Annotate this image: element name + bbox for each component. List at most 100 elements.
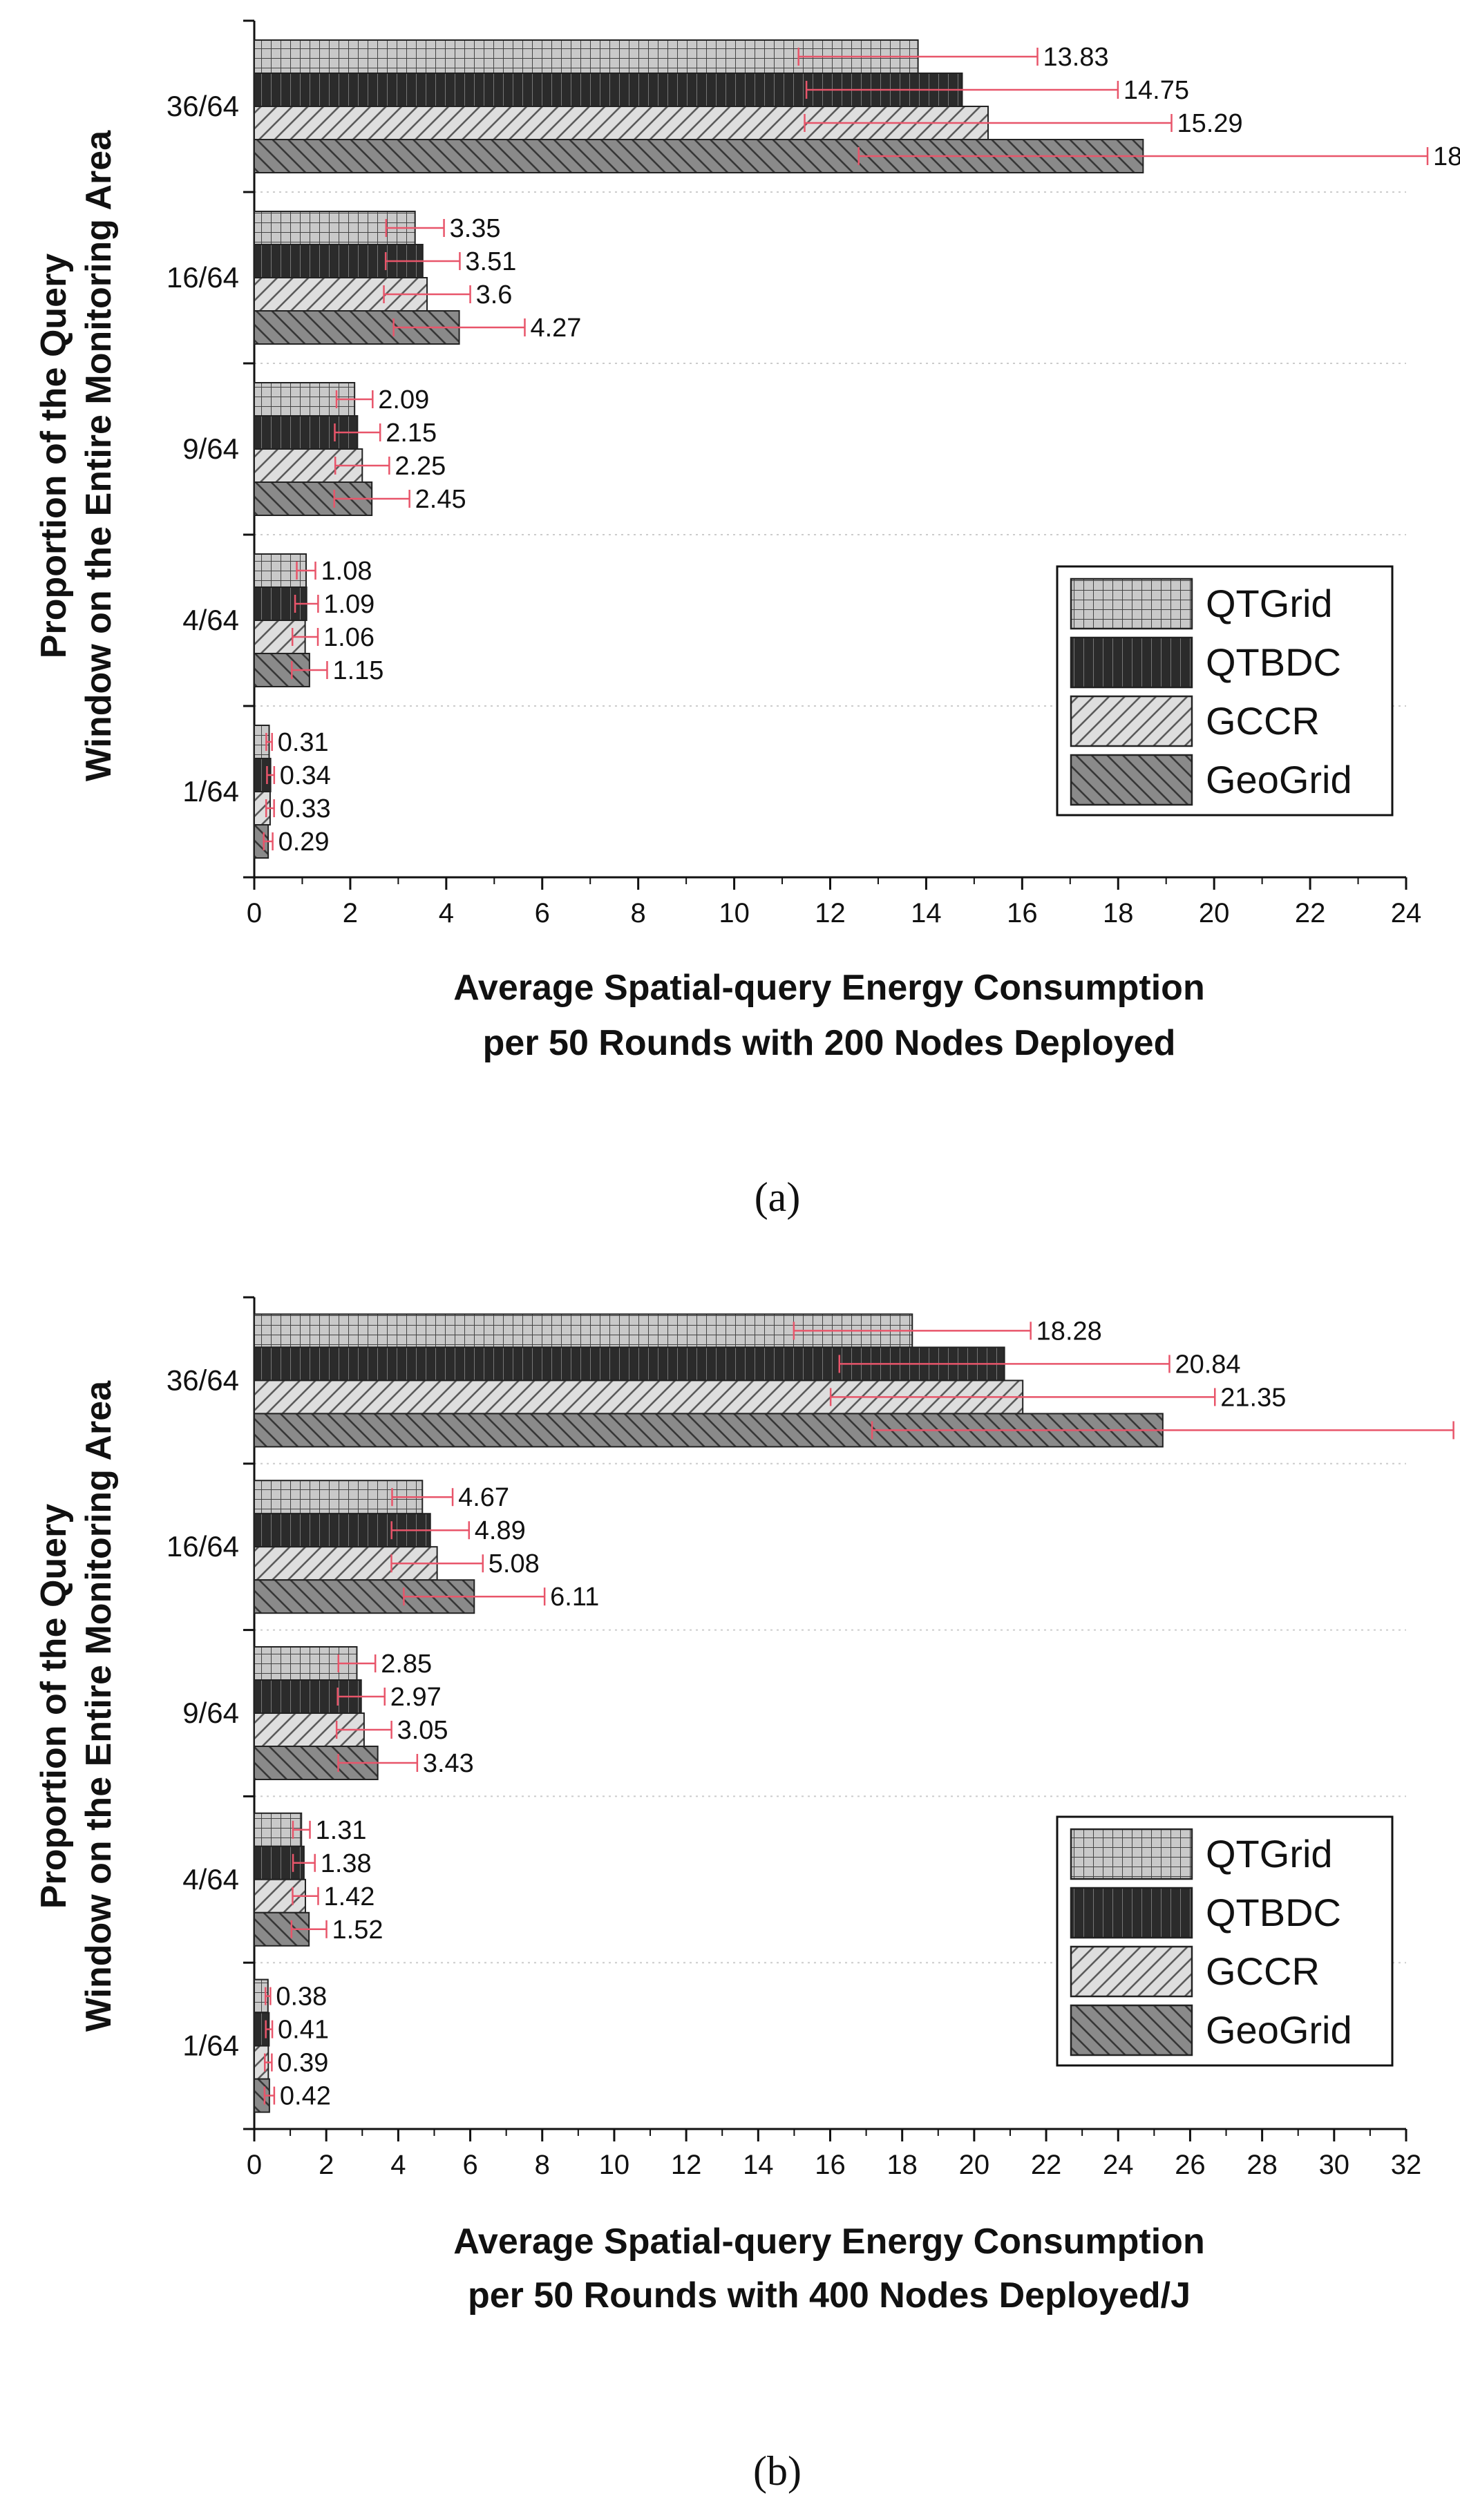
data-label: 1.15 [332,656,383,685]
legend: QTGrid QTBDC GCCR GeoGrid [1056,1815,1394,2067]
legend-swatch-geogrid [1070,754,1193,806]
bar-geogrid [254,653,310,687]
data-label: 1.38 [321,1849,372,1878]
legend-swatch-qtbdc [1070,1887,1193,1939]
legend-swatch-qtbdc [1070,636,1193,689]
data-label: 25.24 [1459,1416,1460,1445]
x-tick-label: 6 [535,898,550,928]
data-label: 3.05 [397,1716,448,1745]
x-tick-label: 2 [319,2150,334,2180]
y-axis-title-line1: Proportion of the Query [34,254,74,659]
legend-swatch-gccr [1070,695,1193,747]
data-label: 2.25 [395,452,446,481]
x-tick-label: 16 [815,2150,846,2180]
data-label: 21.35 [1220,1383,1286,1412]
data-label: 2.97 [390,1683,442,1712]
legend-label-qtbdc: QTBDC [1206,640,1341,684]
data-label: 2.15 [386,419,437,448]
chart-panel-a: Proportion of the Query Window on the En… [34,19,1460,1220]
x-axis-title-line2: per 50 Rounds with 200 Nodes Deployed [483,1023,1176,1063]
data-label: 3.43 [423,1749,474,1778]
y-axis-title-line2: Window on the Entire Monitoring Area [79,1380,119,2032]
data-label: 15.29 [1177,109,1243,138]
data-label: 1.31 [316,1816,367,1845]
y-category-label: 1/64 [182,2030,239,2062]
legend-label-geogrid: GeoGrid [1206,2008,1352,2052]
x-tick-label: 6 [462,2150,477,2180]
data-label: 14.75 [1124,76,1189,105]
x-tick-label: 20 [959,2150,990,2180]
data-label: 4.27 [530,314,581,343]
y-category-label: 16/64 [167,261,239,294]
y-category-label: 4/64 [182,1863,239,1896]
x-tick-label: 24 [1103,2150,1134,2180]
x-tick-label: 12 [671,2150,702,2180]
x-tick-label: 14 [743,2150,774,2180]
x-tick-label: 4 [390,2150,406,2180]
data-label: 4.89 [475,1516,526,1545]
legend: QTGrid QTBDC GCCR GeoGrid [1056,565,1394,817]
y-category-label: 36/64 [167,90,239,122]
y-category-label: 9/64 [182,1697,239,1729]
x-tick-label: 4 [439,898,454,928]
y-axis-title-line1: Proportion of the Query [34,1504,74,1909]
legend-swatch-geogrid [1070,2004,1193,2056]
x-tick-label: 14 [911,898,942,928]
x-tick-label: 18 [1103,898,1134,928]
x-tick-label: 16 [1007,898,1038,928]
x-tick-label: 24 [1391,898,1422,928]
y-category-label: 36/64 [167,1364,239,1396]
panel-label: (b) [753,2448,802,2494]
data-label: 3.6 [476,280,513,309]
y-category-label: 4/64 [182,604,239,636]
data-label: 1.52 [332,1916,383,1945]
x-tick-label: 12 [815,898,846,928]
x-tick-label: 10 [599,2150,630,2180]
data-label: 0.34 [280,761,331,790]
data-label: 4.67 [458,1483,509,1512]
y-category-label: 1/64 [182,775,239,808]
data-label: 6.11 [550,1583,599,1612]
x-axis-title-line1: Average Spatial-query Energy Consumption [453,968,1204,1008]
data-label: 2.85 [381,1650,432,1679]
x-tick-label: 22 [1031,2150,1062,2180]
x-tick-label: 8 [535,2150,550,2180]
x-tick-label: 30 [1319,2150,1350,2180]
y-axis-title-line2: Window on the Entire Monitoring Area [79,130,119,781]
legend-label-geogrid: GeoGrid [1206,758,1352,801]
data-label: 1.06 [323,623,375,652]
data-label: 0.33 [280,794,331,823]
x-tick-label: 8 [631,898,646,928]
x-tick-label: 18 [887,2150,918,2180]
panel-label: (a) [755,1174,801,1220]
data-label: 0.39 [277,2049,328,2078]
x-axis-title-line2: per 50 Rounds with 400 Nodes Deployed/J [468,2275,1191,2316]
x-tick-label: 0 [247,2150,262,2180]
data-label: 0.41 [278,2016,329,2045]
x-tick-label: 28 [1246,2150,1278,2180]
legend-label-qtbdc: QTBDC [1206,1891,1341,1934]
y-category-label: 9/64 [182,432,239,465]
x-tick-label: 26 [1175,2150,1206,2180]
bar-qtgrid [254,1646,358,1681]
legend-label-gccr: GCCR [1206,1949,1320,1993]
x-axis-title-line1: Average Spatial-query Energy Consumption [453,2222,1204,2262]
x-tick-label: 22 [1295,898,1326,928]
data-label: 1.42 [323,1882,375,1911]
data-label: 0.42 [280,2082,331,2111]
data-label: 0.31 [278,728,329,757]
chart-panel-b: Proportion of the Query Window on the En… [34,1296,1460,2494]
data-label: 20.84 [1175,1350,1240,1379]
legend-swatch-qtgrid [1070,578,1193,630]
x-tick-label: 10 [719,898,750,928]
data-label: 3.51 [465,247,516,276]
data-label: 0.38 [276,1983,327,2012]
data-label: 2.45 [415,485,466,514]
data-label: 2.09 [378,385,429,414]
data-label: 13.83 [1043,43,1109,72]
data-label: 18.28 [1036,1317,1102,1346]
x-tick-label: 32 [1391,2150,1422,2180]
x-tick-label: 2 [343,898,358,928]
legend-swatch-gccr [1070,1945,1193,1998]
